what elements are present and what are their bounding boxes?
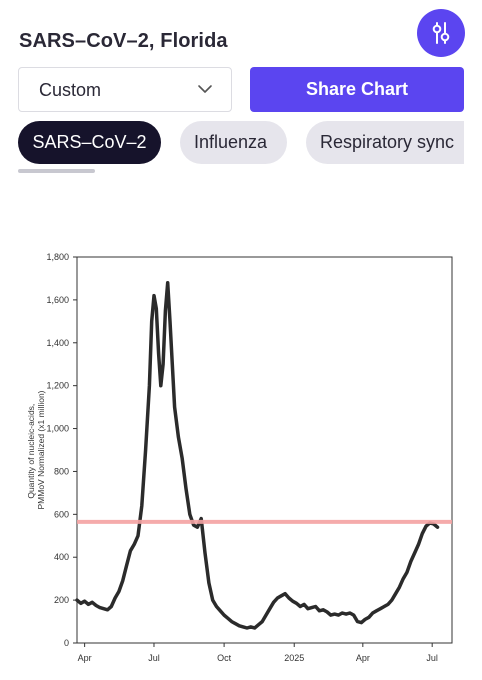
y-axis-label: Quantity of nucleic-acids, PMMoV Normali… (26, 390, 46, 509)
y-tick-label: 1,600 (46, 295, 69, 305)
series-group (75, 280, 440, 630)
tab-influenza[interactable]: Influenza (180, 121, 287, 164)
chart-svg: 0 200 400 600 800 1,000 1,200 1,400 1,600 1,800 A… (26, 252, 453, 663)
tab-sars-cov-2[interactable]: SARS–CoV–2 (18, 121, 161, 164)
chevron-down-icon (198, 85, 212, 93)
pathogen-tabs: SARS–CoV–2 Influenza Respiratory sync (18, 121, 464, 177)
x-tick-label: Jul (148, 653, 160, 663)
page-title: SARS–CoV–2, Florida (19, 30, 228, 52)
wastewater-chart: 0 200 400 600 800 1,000 1,200 1,400 1,600 1,800 A… (0, 250, 482, 670)
y-tick-label: 1,400 (46, 338, 69, 348)
plot-frame (76, 256, 453, 644)
share-chart-button[interactable]: Share Chart (250, 67, 464, 112)
sliders-icon (432, 22, 450, 44)
x-tick-label: 2025 (284, 653, 304, 663)
y-tick-label: 800 (54, 466, 69, 476)
y-tick-label: 1,000 (46, 424, 69, 434)
y-tick-label: 1,200 (46, 381, 69, 391)
y-tick-label: 400 (54, 552, 69, 562)
x-axis: Apr Jul Oct 2025 Apr Jul (78, 643, 438, 663)
y-axis: 0 200 400 600 800 1,000 1,200 1,400 1,600 1,800 (46, 252, 77, 648)
x-tick-label: Apr (78, 653, 92, 663)
y-tick-label: 600 (54, 509, 69, 519)
x-tick-label: Oct (217, 653, 232, 663)
filter-settings-button[interactable] (417, 9, 465, 57)
tabs-scroll-indicator (18, 169, 95, 173)
series-line (75, 280, 440, 630)
y-tick-label: 1,800 (46, 252, 69, 262)
select-value: Custom (39, 80, 102, 100)
y-tick-label: 200 (54, 595, 69, 605)
x-tick-label: Apr (356, 653, 370, 663)
tab-respiratory-syncytial-virus[interactable]: Respiratory sync (306, 121, 464, 164)
x-tick-label: Jul (426, 653, 438, 663)
y-tick-label: 0 (64, 638, 69, 648)
time-range-select[interactable]: Custom (18, 67, 232, 112)
